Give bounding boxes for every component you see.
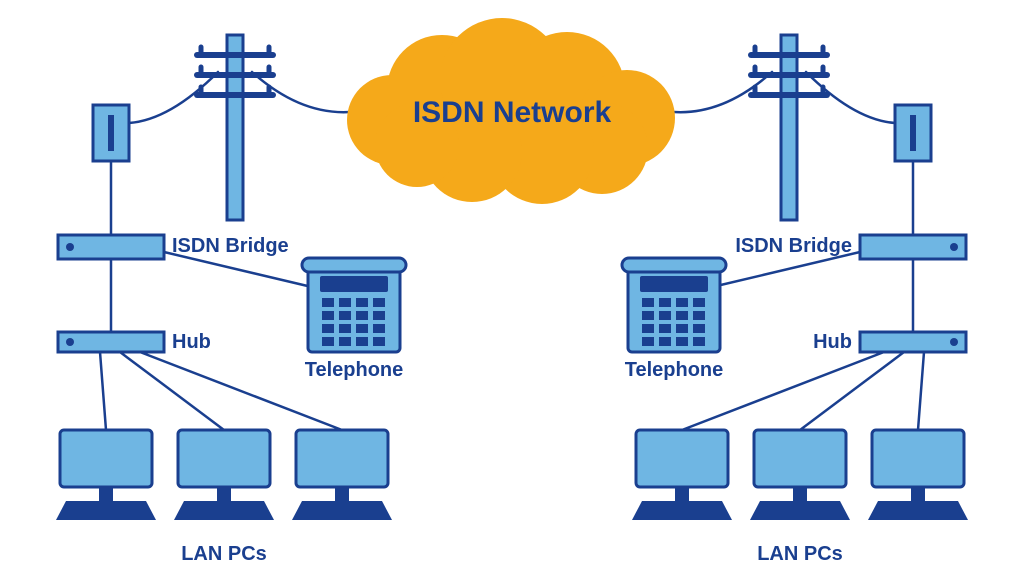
edge-bridge_right-phone_right bbox=[708, 252, 860, 288]
nt-box-left-icon bbox=[93, 105, 129, 161]
lan-pc-right-1-icon bbox=[750, 430, 850, 520]
hub-right-icon bbox=[860, 332, 966, 352]
isdn-bridge-left-icon bbox=[58, 235, 164, 259]
edge-hub_left-pc_left_0 bbox=[100, 352, 106, 430]
label-telephone: Telephone bbox=[305, 359, 404, 381]
hub-left-icon bbox=[58, 332, 164, 352]
telephone-left-icon bbox=[302, 258, 406, 352]
edge-bridge_left-phone_left bbox=[164, 252, 316, 288]
lan-pc-left-0-icon bbox=[56, 430, 156, 520]
lan-pc-left-1-icon bbox=[174, 430, 274, 520]
utility-pole-left-icon bbox=[197, 35, 273, 220]
label-network_title: ISDN Network bbox=[413, 96, 612, 129]
nt-box-right-icon bbox=[895, 105, 931, 161]
utility-pole-right-icon bbox=[751, 35, 827, 220]
label-lan_pcs: LAN PCs bbox=[757, 543, 843, 565]
telephone-right-icon bbox=[622, 258, 726, 352]
lan-pc-right-2-icon bbox=[868, 430, 968, 520]
edge-hub_right-pc_right_2 bbox=[918, 352, 924, 430]
lan-pc-left-2-icon bbox=[292, 430, 392, 520]
isdn-bridge-right-icon bbox=[860, 235, 966, 259]
label-hub: Hub bbox=[813, 331, 852, 353]
lan-pc-right-0-icon bbox=[632, 430, 732, 520]
label-hub: Hub bbox=[172, 331, 211, 353]
label-isdn_bridge: ISDN Bridge bbox=[172, 235, 289, 257]
label-lan_pcs: LAN PCs bbox=[181, 543, 267, 565]
network-diagram: ISDN Network ISDN Bridge ISDN Bridge Hub Hub… bbox=[0, 0, 1024, 576]
label-isdn_bridge: ISDN Bridge bbox=[735, 235, 852, 257]
label-telephone: Telephone bbox=[625, 359, 724, 381]
